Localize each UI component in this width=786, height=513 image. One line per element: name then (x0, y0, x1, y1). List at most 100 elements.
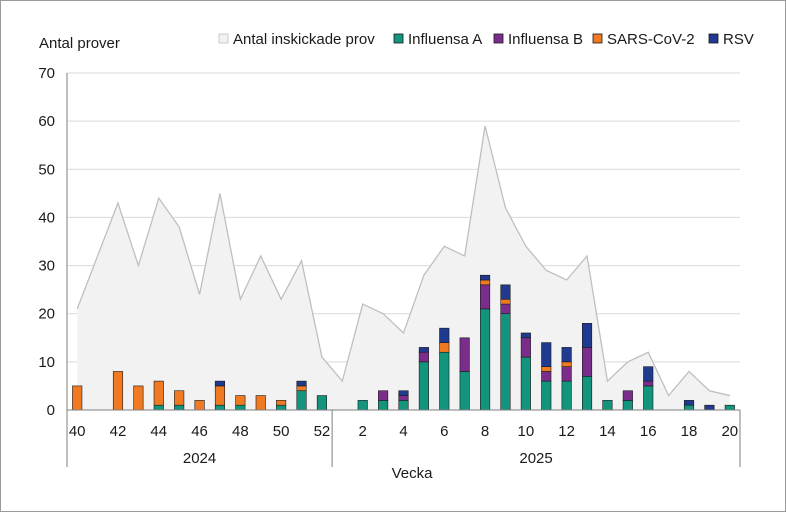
bar-segment (480, 284, 491, 310)
legend-label: SARS-CoV-2 (607, 31, 695, 48)
bar-segment (683, 404, 695, 411)
x-axis-label: Vecka (392, 465, 434, 482)
bar-segment (520, 332, 531, 339)
bar-segment (500, 313, 511, 411)
bar-segment (581, 347, 593, 377)
bar-segment (480, 274, 491, 281)
legend-label: Antal inskickade prov (233, 31, 375, 48)
y-tick-label: 70 (38, 65, 55, 82)
area-layer (76, 125, 730, 411)
bar-segment (398, 390, 409, 396)
bar-segment (378, 400, 389, 411)
bar-segment (276, 400, 287, 406)
x-tick-label: 50 (273, 423, 290, 440)
bar-segment (541, 380, 552, 411)
bar-segment (480, 279, 491, 286)
bar-segment (622, 390, 633, 401)
bar-segment (235, 395, 246, 406)
bar-segment (581, 375, 593, 411)
x-tick-label: 46 (191, 423, 208, 440)
bar-segment (153, 380, 164, 406)
bar-segment (704, 404, 715, 411)
x-tick-label: 18 (681, 423, 698, 440)
bar-segment (459, 371, 470, 411)
bar-segment (520, 356, 531, 411)
bar-segment (439, 327, 450, 343)
bar-segment (296, 385, 307, 392)
bar-segment (561, 380, 572, 411)
x-tick-label: 6 (440, 423, 448, 440)
bar-segment (133, 385, 144, 411)
legend-label: Influensa A (408, 31, 482, 48)
bar-segment (255, 395, 266, 411)
y-axis-label: Antal prover (39, 35, 120, 52)
x-tick-label: 52 (314, 423, 331, 440)
bar-segment (683, 400, 695, 406)
bar-segment (276, 404, 287, 411)
x-tick-label: 48 (232, 423, 249, 440)
bar-segment (500, 303, 511, 315)
bar-segment (296, 390, 307, 411)
bar-segment (418, 347, 429, 353)
x-tick-label: 44 (150, 423, 167, 440)
y-tick-label: 30 (38, 258, 55, 275)
x-tick-label: 12 (558, 423, 575, 440)
bar-segment (643, 385, 654, 411)
bar-segment (500, 298, 511, 305)
bar-segment (214, 385, 225, 406)
bar-segment (174, 404, 185, 411)
bar-segment (296, 380, 307, 387)
bars-layer (72, 274, 735, 411)
x-tick-label: 14 (599, 423, 616, 440)
bar-segment (398, 395, 409, 401)
legend-swatch (393, 33, 404, 44)
legend-swatch (708, 33, 719, 44)
bar-segment (459, 337, 470, 372)
bar-segment (418, 351, 429, 363)
bar-segment (72, 385, 83, 411)
bar-segment (439, 342, 450, 353)
bar-segment (480, 308, 491, 411)
area-fill (77, 125, 730, 411)
legend-label: Influensa B (508, 31, 583, 48)
bar-segment (214, 380, 225, 387)
bar-segment (357, 400, 368, 411)
bar-segment (194, 400, 205, 411)
bar-segment (724, 404, 735, 411)
bar-segment (561, 347, 572, 363)
bar-segment (439, 351, 450, 411)
bar-segment (581, 323, 593, 348)
year-label: 2024 (183, 450, 216, 467)
legend-swatch (493, 33, 504, 44)
bar-segment (153, 404, 164, 411)
legend: Antal inskickade prov Influensa A Influens… (218, 31, 754, 48)
y-tick-label: 40 (38, 209, 55, 226)
bar-segment (541, 366, 552, 372)
grid: 0 10 20 30 40 50 60 70 (38, 65, 740, 419)
bar-segment (378, 390, 389, 401)
x-tick-label: 16 (640, 423, 657, 440)
y-tick-label: 20 (38, 306, 55, 323)
bar-segment (418, 361, 429, 411)
bar-segment (561, 366, 572, 382)
bar-segment (500, 284, 511, 300)
y-tick-label: 50 (38, 161, 55, 178)
bar-segment (602, 400, 613, 411)
legend-swatch (592, 33, 603, 44)
bar-segment (643, 380, 654, 387)
x-tick-label: 42 (110, 423, 127, 440)
y-tick-label: 10 (38, 354, 55, 371)
x-tick-label: 2 (359, 423, 367, 440)
x-tick-label: 10 (518, 423, 535, 440)
x-tick-label: 4 (399, 423, 407, 440)
bar-segment (316, 395, 327, 411)
bar-segment (561, 361, 572, 367)
bar-segment (174, 390, 185, 406)
bar-segment (643, 366, 654, 382)
legend-label: RSV (723, 31, 754, 48)
bar-segment (541, 342, 552, 367)
bar-segment (214, 404, 225, 411)
bar-segment (398, 400, 409, 411)
